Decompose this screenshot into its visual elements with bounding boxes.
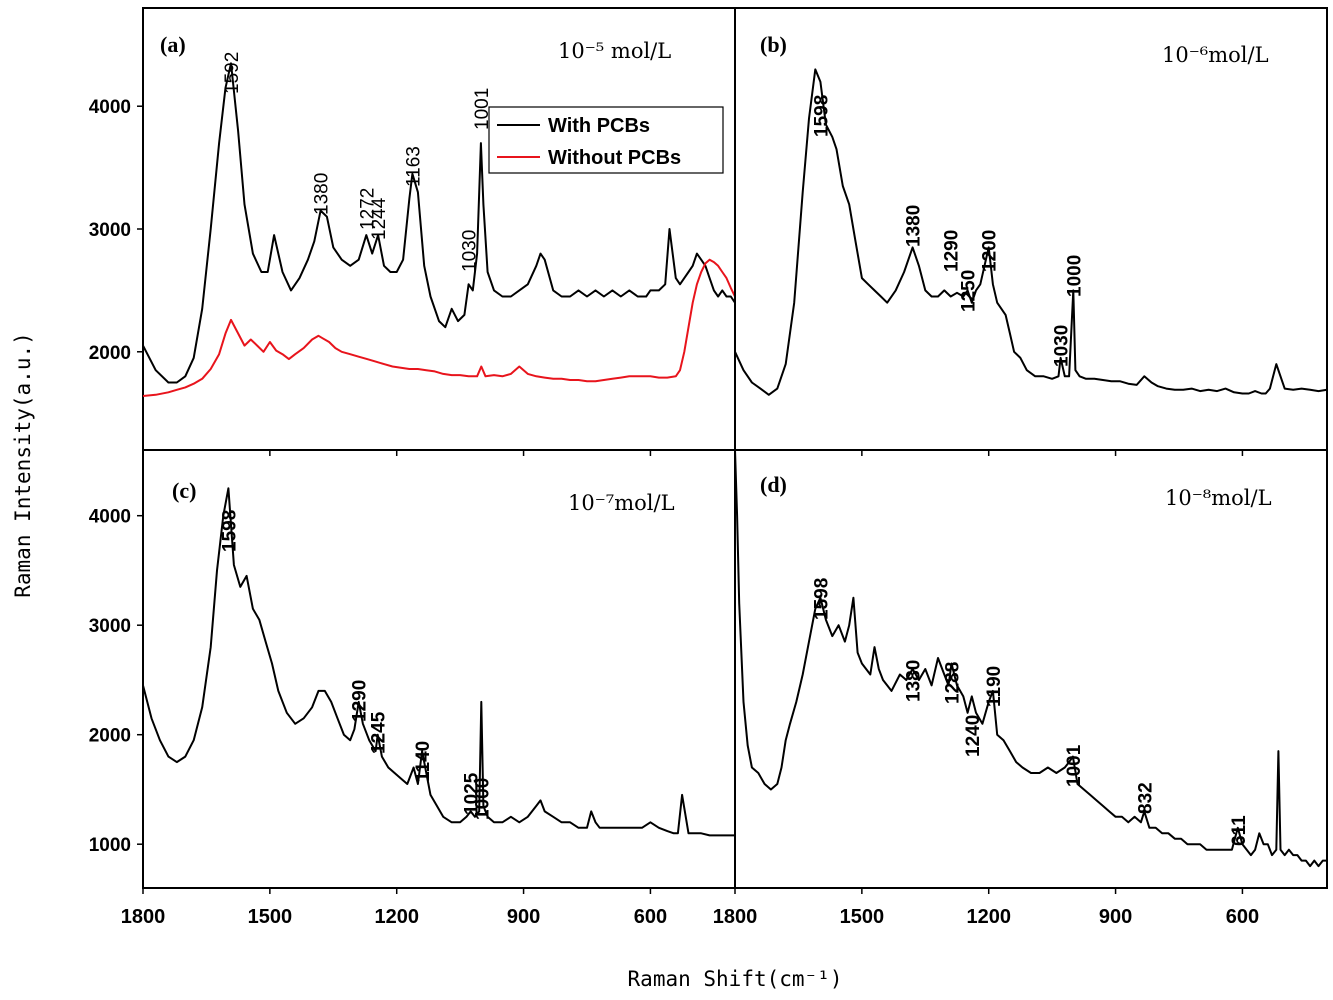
panel-d-peak-label-611: 611 <box>1229 815 1250 846</box>
panel-c-label: (c) <box>172 478 196 503</box>
panel-c-peak-label-1598: 1598 <box>219 510 240 552</box>
panel-d-label: (d) <box>760 472 787 497</box>
panel-d-concentration: 10⁻⁸mol/L <box>1165 486 1272 510</box>
panel-c-peak-label-1245: 1245 <box>369 711 390 754</box>
panel-a-peak-label-1244: 1244 <box>369 197 390 240</box>
panel-a-label: (a) <box>160 32 186 57</box>
panel-c-concentration: 10⁻⁷mol/L <box>568 491 675 515</box>
legend-box <box>488 106 724 174</box>
x-axis-title: Raman Shift(cm⁻¹) <box>628 967 843 991</box>
panel-a-peak-label-1163: 1163 <box>403 146 424 187</box>
panel-a-peak-label-1592: 1592 <box>222 52 243 94</box>
legend-label-without-pcbs: Without PCBs <box>548 147 681 169</box>
panel-b-series-with-pcbs <box>734 68 1328 396</box>
panel-d-peak-label-1288: 1288 <box>943 662 964 704</box>
panel-c: (c) 10⁻⁷mol/L 1000 2000 3000 4000 1800 1500 12… <box>89 449 736 928</box>
panel-d-peak-label-1380: 1380 <box>904 660 925 702</box>
panel-c-xtick-label-900: 900 <box>507 906 540 928</box>
panel-d-frame <box>734 449 1328 889</box>
panel-d-xtick-label-1200: 1200 <box>966 906 1011 928</box>
panel-d-peak-label-1001: 1001 <box>1064 744 1085 787</box>
panel-b-peak-label-1030: 1030 <box>1052 325 1073 367</box>
panel-b-label: (b) <box>760 32 787 57</box>
panel-a-ytick-label-3000: 3000 <box>89 220 131 241</box>
panel-d-peak-label-1190: 1190 <box>984 666 1005 707</box>
panel-c-xtick-label-1500: 1500 <box>248 906 293 928</box>
panel-c-peak-label-1025: 1025 <box>462 772 483 815</box>
panel-c-xtick-label-1800: 1800 <box>121 906 166 928</box>
panel-b-concentration: 10⁻⁶mol/L <box>1162 43 1269 67</box>
panel-b-peak-label-1000: 1000 <box>1064 255 1085 297</box>
panel-a-ytick-label-2000: 2000 <box>89 343 131 364</box>
panel-c-xtick-label-600: 600 <box>634 906 667 928</box>
panel-b-peak-label-1200: 1200 <box>980 230 1001 272</box>
panel-b-peak-label-1290: 1290 <box>942 230 963 272</box>
panel-b-peak-label-1250: 1250 <box>959 270 980 312</box>
panel-d-series-with-pcbs <box>734 449 1327 868</box>
legend: With PCBs Without PCBs <box>488 106 724 174</box>
panel-d-xtick-label-1800: 1800 <box>713 906 758 928</box>
panel-a-concentration: 10⁻⁵ mol/L <box>558 39 671 63</box>
panel-c-series-with-pcbs <box>142 487 735 837</box>
panel-d-xtick-label-900: 900 <box>1099 906 1132 928</box>
panel-c-peak-label-1140: 1140 <box>413 741 434 782</box>
panel-c-ytick-label-2000: 2000 <box>89 726 131 747</box>
panel-a-ytick-label-4000: 4000 <box>89 97 131 118</box>
panel-b-peak-label-1598: 1598 <box>811 95 832 137</box>
panel-c-ytick-label-3000: 3000 <box>89 616 131 637</box>
panel-d-xtick-label-600: 600 <box>1226 906 1259 928</box>
panel-c-ytick-label-4000: 4000 <box>89 507 131 528</box>
panel-d-peak-label-832: 832 <box>1135 782 1156 814</box>
panel-c-xtick-label-1200: 1200 <box>374 906 419 928</box>
panel-a-series-without-pcbs <box>142 258 736 397</box>
panel-b-frame <box>734 7 1328 451</box>
panel-d-peak-label-1598: 1598 <box>811 578 832 620</box>
panel-c-peak-label-1290: 1290 <box>350 680 371 722</box>
legend-label-with-pcbs: With PCBs <box>548 115 650 137</box>
panel-c-ytick-label-1000: 1000 <box>89 835 131 856</box>
panel-a-peak-label-1380: 1380 <box>312 173 333 215</box>
panel-a-peak-label-1030: 1030 <box>460 230 481 272</box>
panel-a-peak-label-1272: 1272 <box>357 188 378 230</box>
panel-a-peak-label-1001: 1001 <box>472 88 493 130</box>
panel-b-peak-label-1380: 1380 <box>904 205 925 247</box>
y-axis-title: Raman Intensity(a.u.) <box>11 332 35 598</box>
panel-d-peak-label-1240: 1240 <box>963 715 984 757</box>
panel-d: (d) 10⁻⁸mol/L 1800 1500 1200 900 600 1598 1380… <box>713 449 1328 928</box>
panel-d-xtick-label-1500: 1500 <box>840 906 885 928</box>
panel-a-series-with-pcbs <box>142 62 736 384</box>
panel-c-peak-label-1000: 1000 <box>472 778 493 820</box>
